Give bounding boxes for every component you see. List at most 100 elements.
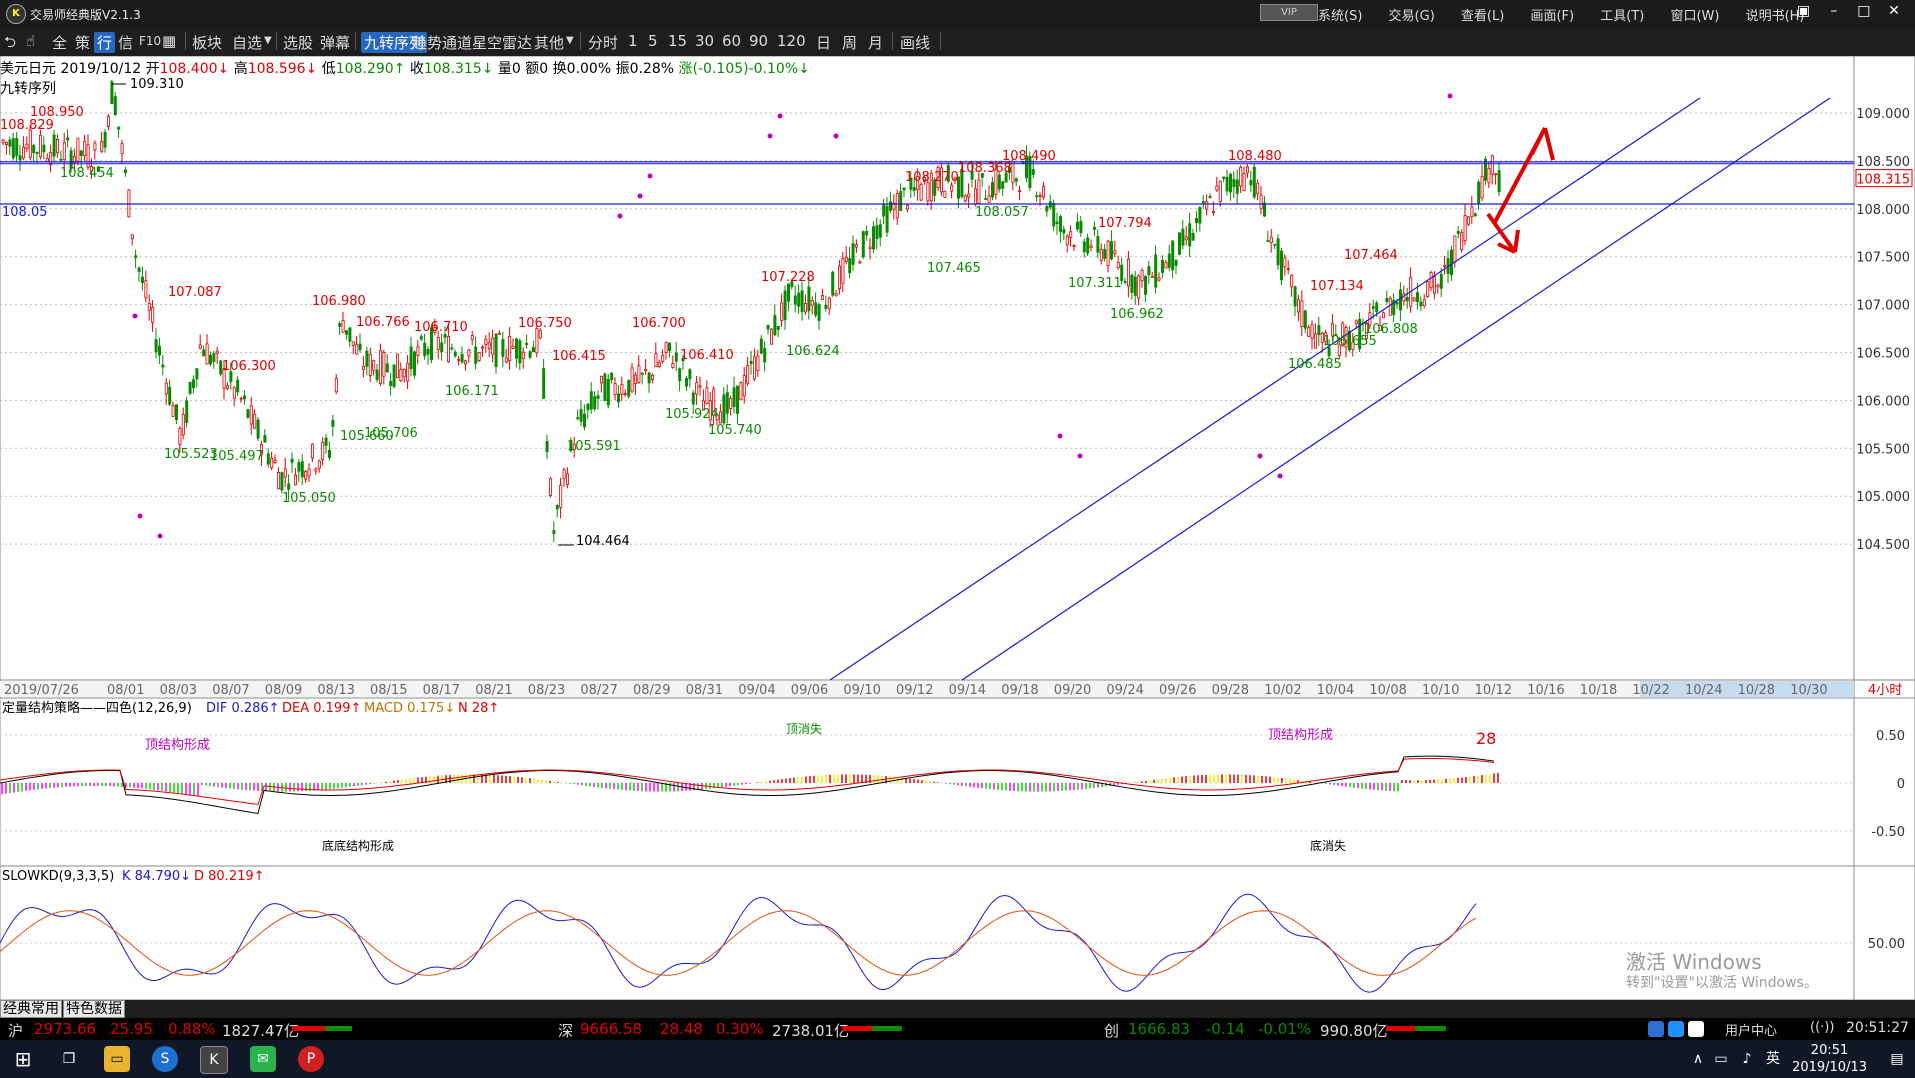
candle-body — [73, 156, 77, 163]
candle-body — [1412, 297, 1416, 302]
period-intraday[interactable]: 分时 — [588, 34, 619, 52]
watchlist-button[interactable]: 自选 — [232, 34, 263, 52]
stock-select-button[interactable]: 选股 — [283, 34, 314, 52]
close-icon[interactable]: ✕ — [1888, 3, 1900, 19]
nine-series-button[interactable]: 九转序列 — [361, 32, 428, 53]
hand-icon[interactable]: ☝ — [26, 32, 36, 50]
menu-screen[interactable]: 画面(F) — [1530, 9, 1575, 24]
draw-line-button[interactable]: 画线 — [900, 34, 931, 52]
radar-button[interactable]: 星空雷达 — [472, 34, 533, 52]
volume-icon[interactable]: ♪ — [1742, 1051, 1752, 1067]
candle-body — [419, 336, 423, 340]
period-60[interactable]: 60 — [722, 32, 742, 50]
minimize-icon[interactable]: – — [1830, 3, 1838, 19]
candle-body — [11, 138, 15, 159]
period-15[interactable]: 15 — [668, 32, 688, 50]
candle-body — [895, 193, 899, 219]
back-icon[interactable]: ⮌ — [4, 33, 17, 51]
menu-trade[interactable]: 交易(G) — [1388, 9, 1435, 24]
window-controls: ▣ – □ ✕ — [1791, 3, 1907, 19]
period-week[interactable]: 周 — [842, 34, 858, 52]
tian-app-icon[interactable] — [1668, 1021, 1684, 1037]
wps-icon[interactable]: P — [298, 1046, 324, 1072]
high-price-label: 108.368 — [958, 161, 1012, 176]
watchlist-dropdown-icon[interactable]: ▼ — [264, 35, 272, 46]
wechat-icon[interactable]: ✉ — [250, 1046, 276, 1072]
trader-app-icon[interactable]: K — [200, 1046, 228, 1074]
candle-body — [855, 244, 859, 248]
candle-body — [644, 368, 648, 372]
other-dropdown-icon[interactable]: ▼ — [566, 35, 574, 46]
toolbar-strategy[interactable]: 策 — [75, 34, 91, 52]
toolbar-signal[interactable]: 信 — [118, 34, 134, 52]
board-button[interactable]: 板块 — [192, 34, 223, 52]
candle-body — [52, 134, 56, 157]
toolbar-all[interactable]: 全 — [52, 34, 68, 52]
bottom-tab-bar — [0, 1000, 1915, 1018]
y-tick-label: 108.000 — [1856, 203, 1910, 218]
high-price-label: 106.710 — [414, 320, 468, 335]
period-30[interactable]: 30 — [695, 32, 715, 50]
network-icon[interactable]: ▭ — [1714, 1051, 1728, 1067]
tab-classic[interactable]: 经典常用 — [0, 1000, 62, 1018]
layout-icon[interactable]: ▦ — [162, 32, 177, 50]
notification-icon[interactable]: ▤ — [1890, 1051, 1904, 1067]
high-price-label: 106.750 — [518, 316, 572, 331]
file-explorer-icon[interactable]: ▭ — [104, 1046, 130, 1072]
menu-view[interactable]: 查看(L) — [1460, 9, 1505, 24]
candle-body — [157, 345, 161, 356]
period-1[interactable]: 1 — [628, 32, 638, 50]
high-price-label: 107.087 — [168, 285, 222, 300]
period-day[interactable]: 日 — [816, 34, 832, 52]
low-price-label: 105.050 — [282, 491, 336, 506]
trend-channel-button[interactable]: 趋势通道 — [412, 34, 473, 52]
qr-icon[interactable] — [1688, 1021, 1704, 1037]
kd-d: D 80.219↑ — [194, 869, 265, 884]
x-tick-label: 09/12 — [896, 683, 933, 698]
menu-tools[interactable]: 工具(T) — [1600, 9, 1645, 24]
candle-body — [1014, 178, 1018, 182]
vip-badge[interactable]: VIP — [1260, 4, 1318, 21]
s-app-icon[interactable] — [1648, 1021, 1664, 1037]
maximize-icon[interactable]: □ — [1857, 3, 1871, 19]
candle-body — [494, 333, 498, 368]
tray-expand-icon[interactable]: ∧ — [1692, 1051, 1704, 1067]
candle-body — [759, 338, 763, 354]
menu-window[interactable]: 窗口(W) — [1670, 9, 1720, 24]
period-120[interactable]: 120 — [777, 32, 806, 50]
windows-start-icon[interactable]: ⊞ — [14, 1047, 32, 1071]
tab-featured[interactable]: 特色数据 — [63, 1000, 125, 1018]
x-tick-label: 09/24 — [1106, 683, 1143, 698]
taskbar-clock[interactable]: 20:51 2019/10/13 — [1792, 1042, 1867, 1076]
candle-body — [49, 152, 53, 166]
sogou-browser-icon[interactable]: S — [152, 1046, 178, 1072]
period-5[interactable]: 5 — [648, 32, 658, 50]
candle-body — [1307, 326, 1311, 337]
period-month[interactable]: 月 — [868, 34, 884, 52]
other-button[interactable]: 其他 — [534, 34, 565, 52]
candle-body — [124, 169, 128, 173]
macd-dif-line — [0, 755, 1495, 815]
candle-body — [246, 409, 250, 418]
app-logo-icon: K — [6, 4, 26, 24]
toolbar-f10[interactable]: F10 — [139, 34, 162, 48]
task-view-icon[interactable]: ❐ — [62, 1051, 76, 1067]
high-price-label: 106.766 — [356, 315, 410, 330]
candle-body — [1405, 296, 1409, 302]
menu-help[interactable]: 说明书(H) — [1745, 9, 1805, 24]
candle-body — [569, 440, 573, 452]
candle-body — [300, 461, 304, 478]
candle-body — [1293, 286, 1297, 307]
user-center-link[interactable]: 用户中心 — [1725, 1024, 1778, 1039]
toolbar-quote[interactable]: 行 — [94, 32, 116, 53]
candle-body — [1310, 324, 1314, 340]
popup-button[interactable]: 弹幕 — [320, 34, 351, 52]
menu-system[interactable]: 系统(S) — [1318, 9, 1363, 24]
ime-indicator[interactable]: 英 — [1766, 1051, 1780, 1067]
candle-body — [1259, 194, 1263, 210]
restore-icon[interactable]: ▣ — [1796, 3, 1811, 19]
period-90[interactable]: 90 — [749, 32, 769, 50]
candle-body — [980, 173, 984, 178]
candle-body — [647, 372, 651, 384]
